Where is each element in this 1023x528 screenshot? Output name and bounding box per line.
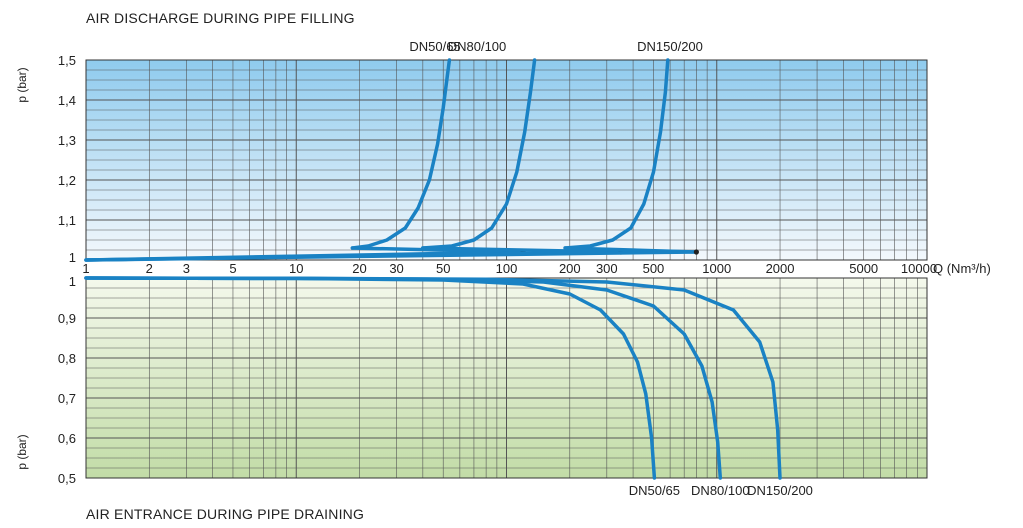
top-y-tick-label: 1,1 xyxy=(58,213,76,228)
top-series-label: DN80/100 xyxy=(448,39,507,54)
bottom-y-tick-label: 0,6 xyxy=(58,431,76,446)
bottom-y-tick-label: 1 xyxy=(69,274,76,289)
top-curve-dn80-100 xyxy=(421,58,537,250)
grid xyxy=(85,59,928,479)
top-return-line-dn150-200 xyxy=(563,246,699,254)
bottom-y-tick-label: 0,7 xyxy=(58,391,76,406)
x-tick-label: 3 xyxy=(183,261,190,276)
x-tick-label: 10 xyxy=(289,261,303,276)
bottom-y-tick-label: 0,8 xyxy=(58,351,76,366)
bottom-curve-dn150-200 xyxy=(84,276,782,480)
x-tick-label: 5000 xyxy=(849,261,878,276)
x-tick-label: 50 xyxy=(436,261,450,276)
top-marker-dn150-200 xyxy=(693,249,699,255)
x-tick-label: 30 xyxy=(389,261,403,276)
x-tick-label: 2000 xyxy=(766,261,795,276)
x-tick-label: 2 xyxy=(146,261,153,276)
top-plot-frame xyxy=(85,59,928,261)
x-tick-label: 300 xyxy=(596,261,618,276)
x-tick-label: 20 xyxy=(352,261,366,276)
top-y-tick-label: 1,2 xyxy=(58,173,76,188)
x-tick-label: 5 xyxy=(229,261,236,276)
bottom-series-label: DN50/65 xyxy=(629,483,680,498)
bottom-series-label: DN150/200 xyxy=(747,483,813,498)
curves xyxy=(84,58,782,480)
x-tick-label: 10000 xyxy=(901,261,937,276)
x-tick-label: 100 xyxy=(496,261,518,276)
top-y-tick-label: 1,3 xyxy=(58,133,76,148)
x-tick-label: 1000 xyxy=(702,261,731,276)
top-curve-dn150-200 xyxy=(563,58,670,250)
top-y-axis-label: p (bar) xyxy=(15,67,29,102)
x-tick-label: 200 xyxy=(559,261,581,276)
tick-labels: 1 2 3 5 10 20 30 50 100 200 300 500 1000 2000 5000 1000… xyxy=(15,53,991,486)
bottom-y-tick-label: 0,9 xyxy=(58,311,76,326)
chart-title-top: AIR DISCHARGE DURING PIPE FILLING xyxy=(86,10,355,26)
top-discharge-line-dn150-200 xyxy=(84,250,699,262)
top-series-label: DN50/65 xyxy=(409,39,460,54)
top-y-tick-label: 1,5 xyxy=(58,53,76,68)
bottom-y-tick-label: 0,5 xyxy=(58,471,76,486)
top-y-tick-label: 1 xyxy=(69,250,76,265)
x-tick-label: 1 xyxy=(82,261,89,276)
bottom-series-label: DN80/100 xyxy=(691,483,750,498)
top-y-tick-label: 1,4 xyxy=(58,93,76,108)
chart-title-bottom: AIR ENTRANCE DURING PIPE DRAINING xyxy=(86,506,365,522)
bottom-y-axis-label: p (bar) xyxy=(15,434,29,469)
top-series-label: DN150/200 xyxy=(637,39,703,54)
top-return-line-dn80-100 xyxy=(421,246,623,254)
x-tick-label: 500 xyxy=(643,261,665,276)
x-axis-label: Q (Nm³/h) xyxy=(933,261,991,276)
top-curve-dn50-65 xyxy=(350,58,452,250)
